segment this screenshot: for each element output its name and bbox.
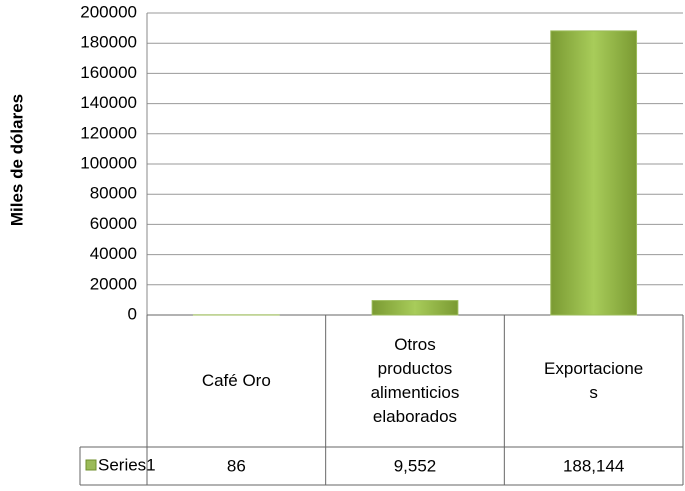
category-label: Otros productos alimenticios elaborados — [370, 335, 460, 426]
y-tick-label: 140000 — [80, 93, 137, 112]
data-table-value: 188,144 — [563, 456, 624, 475]
legend-label: Series1 — [98, 455, 156, 474]
bar — [550, 30, 638, 316]
y-tick-label: 80000 — [90, 184, 137, 203]
bar — [371, 300, 459, 316]
y-tick-label: 60000 — [90, 214, 137, 233]
category-label: Café Oro — [201, 371, 271, 390]
data-table-value: 9,552 — [394, 456, 437, 475]
y-tick-label: 100000 — [80, 153, 137, 172]
y-tick-label: 160000 — [80, 63, 137, 82]
y-tick-label: 0 — [128, 304, 137, 323]
y-tick-label: 180000 — [80, 33, 137, 52]
legend-swatch — [85, 459, 97, 471]
y-axis-label: Miles de dólares — [7, 94, 26, 226]
category-label: Exportaciones — [544, 359, 644, 402]
data-table-value: 86 — [227, 456, 246, 475]
y-tick-label: 20000 — [90, 274, 137, 293]
y-tick-label: 40000 — [90, 244, 137, 263]
y-tick-label: 120000 — [80, 123, 137, 142]
y-tick-label: 200000 — [80, 2, 137, 21]
